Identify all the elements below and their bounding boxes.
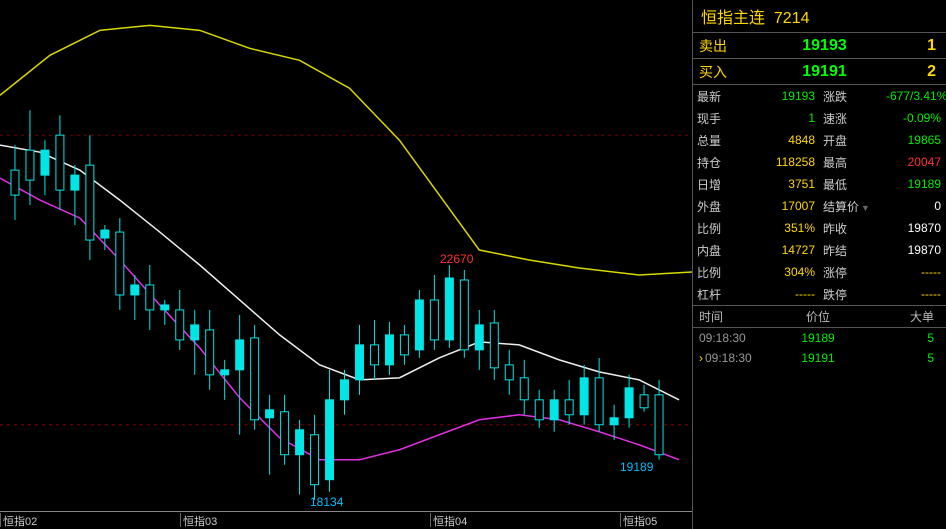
candlestick-chart[interactable]: 恒指02恒指03恒指04恒指05 226701813419189	[0, 0, 693, 529]
data-label: 杠杆	[693, 286, 756, 303]
data-value: 1	[756, 111, 819, 125]
buy-quote-row[interactable]: 买入 19191 2	[693, 59, 946, 85]
data-label: 最新	[693, 88, 756, 105]
data-value: -----	[882, 265, 945, 279]
data-label: 涨停	[819, 264, 882, 281]
data-value: 3751	[756, 177, 819, 191]
data-label: 日增	[693, 176, 756, 193]
data-value: 19865	[882, 133, 945, 147]
data-value: 4848	[756, 133, 819, 147]
data-row: 比例351%昨收19870	[693, 217, 946, 239]
x-axis-tick: 恒指05	[620, 513, 657, 527]
sell-label: 卖出	[693, 36, 743, 56]
tick-header: 时间 价位 大单	[693, 306, 946, 328]
data-value: -----	[756, 287, 819, 301]
data-label: 昨收	[819, 220, 882, 237]
market-data-grid: 最新19193涨跌-677/3.41%现手1速涨-0.09%总量4848开盘19…	[693, 85, 946, 306]
data-label: 速涨	[819, 110, 882, 127]
data-label: 跌停	[819, 286, 882, 303]
x-axis-tick: 恒指04	[430, 513, 467, 527]
quote-panel: 恒指主连 7214 卖出 19193 1 买入 19191 2 最新19193涨…	[693, 0, 946, 529]
data-value: 351%	[756, 221, 819, 235]
buy-volume: 2	[906, 63, 946, 81]
tick-price: 19189	[773, 331, 863, 345]
tick-price: 19191	[773, 351, 863, 365]
data-label: 最低	[819, 176, 882, 193]
data-value: 14727	[756, 243, 819, 257]
x-axis-tick: 恒指02	[0, 513, 37, 527]
dropdown-icon[interactable]: ▼	[861, 203, 870, 213]
data-row: 杠杆-----跌停-----	[693, 283, 946, 305]
data-value: 19193	[756, 89, 819, 103]
data-value: 0	[882, 199, 945, 213]
data-label: 昨结	[819, 242, 882, 259]
data-row: 外盘17007结算价▼0	[693, 195, 946, 217]
tick-time: 09:18:30	[693, 331, 773, 345]
data-label: 最高	[819, 154, 882, 171]
data-row: 日增3751最低19189	[693, 173, 946, 195]
tick-header-price: 价位	[773, 308, 863, 325]
chart-x-axis: 恒指02 恒指03 恒指04 恒指05	[0, 511, 692, 529]
data-row: 现手1速涨-0.09%	[693, 107, 946, 129]
data-label: 涨跌	[819, 88, 882, 105]
data-value: 19189	[882, 177, 945, 191]
buy-price: 19191	[743, 63, 906, 81]
data-value: 118258	[756, 155, 819, 169]
data-row: 持仓118258最高20047	[693, 151, 946, 173]
tick-header-vol: 大单	[863, 308, 946, 325]
data-value: -677/3.41%	[882, 89, 945, 103]
sell-volume: 1	[906, 37, 946, 55]
tick-row[interactable]: 09:18:30191915	[693, 348, 946, 368]
data-label: 外盘	[693, 198, 756, 215]
tick-header-time: 时间	[693, 308, 773, 325]
data-row: 总量4848开盘19865	[693, 129, 946, 151]
instrument-code: 7214	[774, 10, 810, 27]
data-value: 304%	[756, 265, 819, 279]
instrument-name: 恒指主连	[701, 10, 765, 27]
tick-list: 09:18:3019189509:18:30191915	[693, 328, 946, 368]
data-label: 结算价▼	[819, 198, 882, 215]
data-value: 17007	[756, 199, 819, 213]
buy-label: 买入	[693, 62, 743, 82]
data-row: 比例304%涨停-----	[693, 261, 946, 283]
tick-row[interactable]: 09:18:30191895	[693, 328, 946, 348]
data-value: 20047	[882, 155, 945, 169]
data-value: -0.09%	[882, 111, 945, 125]
data-value: 19870	[882, 243, 945, 257]
sell-price: 19193	[743, 37, 906, 55]
tick-volume: 5	[863, 331, 946, 345]
data-label: 内盘	[693, 242, 756, 259]
tick-time: 09:18:30	[693, 351, 773, 365]
data-row: 最新19193涨跌-677/3.41%	[693, 85, 946, 107]
data-label: 比例	[693, 220, 756, 237]
data-label: 总量	[693, 132, 756, 149]
data-label: 开盘	[819, 132, 882, 149]
tick-volume: 5	[863, 351, 946, 365]
data-value: 19870	[882, 221, 945, 235]
x-axis-tick: 恒指03	[180, 513, 217, 527]
instrument-title: 恒指主连 7214	[693, 0, 946, 33]
data-label: 比例	[693, 264, 756, 281]
data-label: 现手	[693, 110, 756, 127]
data-value: -----	[882, 287, 945, 301]
sell-quote-row[interactable]: 卖出 19193 1	[693, 33, 946, 59]
data-row: 内盘14727昨结19870	[693, 239, 946, 261]
data-label: 持仓	[693, 154, 756, 171]
